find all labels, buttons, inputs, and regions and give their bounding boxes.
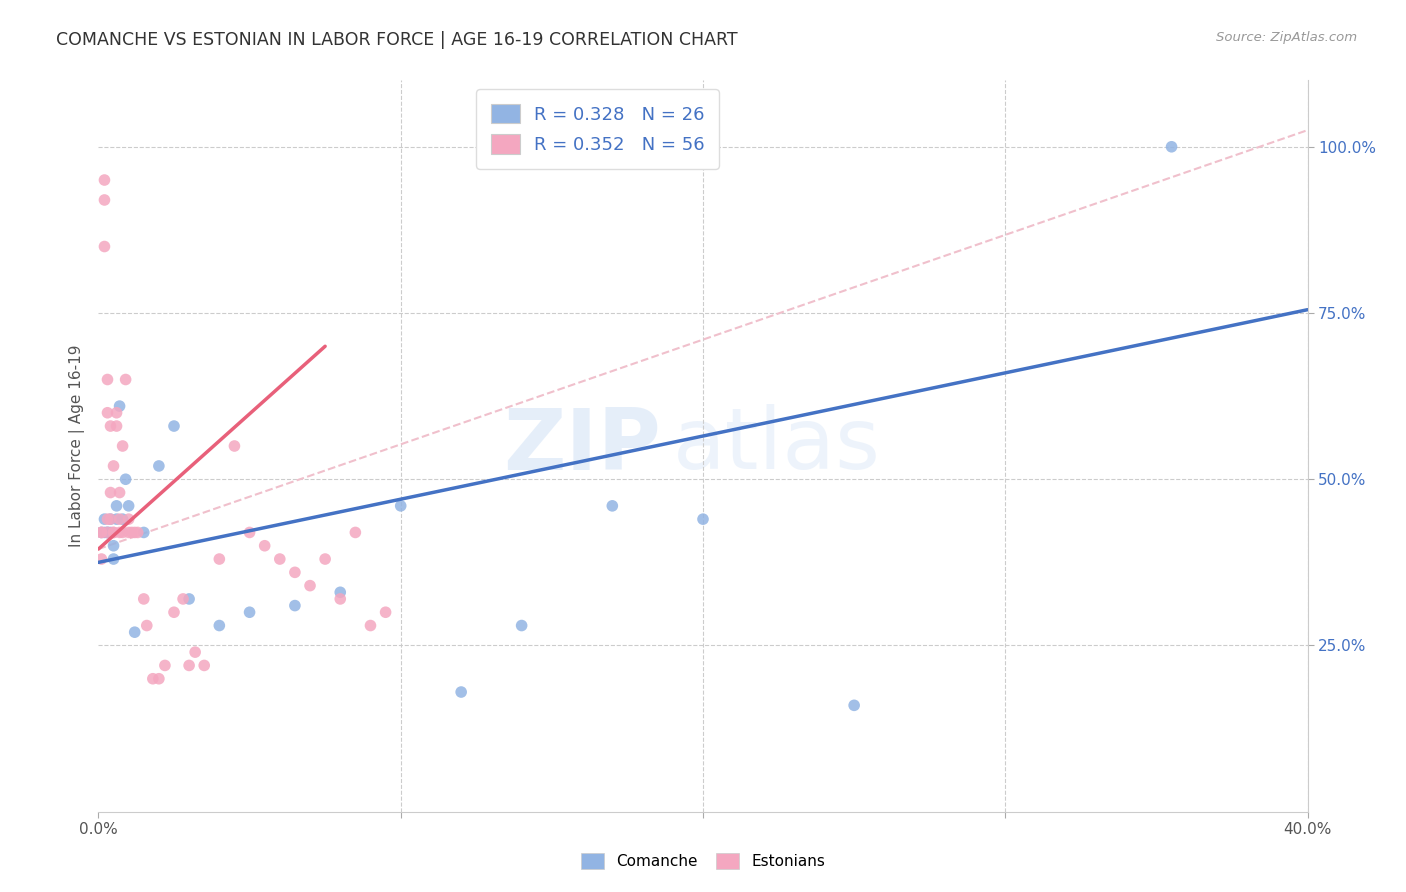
- Point: [329, 591, 352, 606]
- Point: [389, 499, 412, 513]
- Point: [510, 618, 533, 632]
- Point: [844, 698, 866, 713]
- Point: [148, 672, 170, 686]
- Point: [93, 193, 115, 207]
- Point: [1160, 140, 1182, 154]
- Point: [374, 605, 396, 619]
- Legend: Comanche, Estonians: Comanche, Estonians: [575, 847, 831, 875]
- Point: [96, 512, 118, 526]
- Point: [142, 672, 165, 686]
- Point: [105, 499, 128, 513]
- Point: [269, 552, 291, 566]
- Point: [450, 685, 472, 699]
- Point: [100, 512, 122, 526]
- Point: [179, 658, 201, 673]
- Point: [93, 239, 115, 253]
- Point: [329, 585, 352, 599]
- Point: [135, 618, 157, 632]
- Point: [224, 439, 246, 453]
- Point: [114, 372, 136, 386]
- Point: [93, 512, 115, 526]
- Y-axis label: In Labor Force | Age 16-19: In Labor Force | Age 16-19: [69, 344, 84, 548]
- Point: [692, 512, 714, 526]
- Point: [103, 525, 125, 540]
- Point: [108, 399, 131, 413]
- Point: [90, 525, 112, 540]
- Point: [118, 512, 141, 526]
- Point: [103, 458, 125, 473]
- Point: [90, 525, 112, 540]
- Point: [96, 525, 118, 540]
- Point: [114, 472, 136, 486]
- Point: [111, 525, 134, 540]
- Point: [96, 372, 118, 386]
- Point: [121, 525, 143, 540]
- Point: [602, 499, 624, 513]
- Point: [100, 525, 122, 540]
- Point: [179, 591, 201, 606]
- Point: [108, 485, 131, 500]
- Point: [111, 512, 134, 526]
- Point: [153, 658, 176, 673]
- Point: [163, 605, 186, 619]
- Point: [127, 525, 149, 540]
- Point: [124, 625, 146, 640]
- Point: [93, 173, 115, 187]
- Point: [96, 525, 118, 540]
- Point: [148, 458, 170, 473]
- Text: COMANCHE VS ESTONIAN IN LABOR FORCE | AGE 16-19 CORRELATION CHART: COMANCHE VS ESTONIAN IN LABOR FORCE | AG…: [56, 31, 738, 49]
- Point: [90, 552, 112, 566]
- Text: ZIP: ZIP: [503, 404, 661, 488]
- Point: [208, 552, 231, 566]
- Point: [253, 539, 276, 553]
- Point: [105, 512, 128, 526]
- Point: [100, 512, 122, 526]
- Point: [108, 525, 131, 540]
- Point: [239, 525, 262, 540]
- Point: [132, 591, 155, 606]
- Point: [103, 552, 125, 566]
- Point: [172, 591, 194, 606]
- Point: [284, 599, 307, 613]
- Point: [314, 552, 336, 566]
- Point: [193, 658, 215, 673]
- Point: [90, 525, 112, 540]
- Point: [111, 439, 134, 453]
- Point: [163, 419, 186, 434]
- Point: [118, 525, 141, 540]
- Point: [100, 419, 122, 434]
- Point: [103, 525, 125, 540]
- Legend: R = 0.328   N = 26, R = 0.352   N = 56: R = 0.328 N = 26, R = 0.352 N = 56: [477, 89, 718, 169]
- Point: [299, 579, 322, 593]
- Point: [344, 525, 367, 540]
- Point: [239, 605, 262, 619]
- Point: [124, 525, 146, 540]
- Point: [284, 566, 307, 580]
- Point: [132, 525, 155, 540]
- Point: [96, 525, 118, 540]
- Point: [184, 645, 207, 659]
- Point: [360, 618, 382, 632]
- Point: [93, 525, 115, 540]
- Point: [108, 512, 131, 526]
- Point: [208, 618, 231, 632]
- Text: atlas: atlas: [672, 404, 880, 488]
- Point: [103, 539, 125, 553]
- Point: [96, 406, 118, 420]
- Point: [118, 499, 141, 513]
- Text: Source: ZipAtlas.com: Source: ZipAtlas.com: [1216, 31, 1357, 45]
- Point: [105, 419, 128, 434]
- Point: [105, 406, 128, 420]
- Point: [100, 485, 122, 500]
